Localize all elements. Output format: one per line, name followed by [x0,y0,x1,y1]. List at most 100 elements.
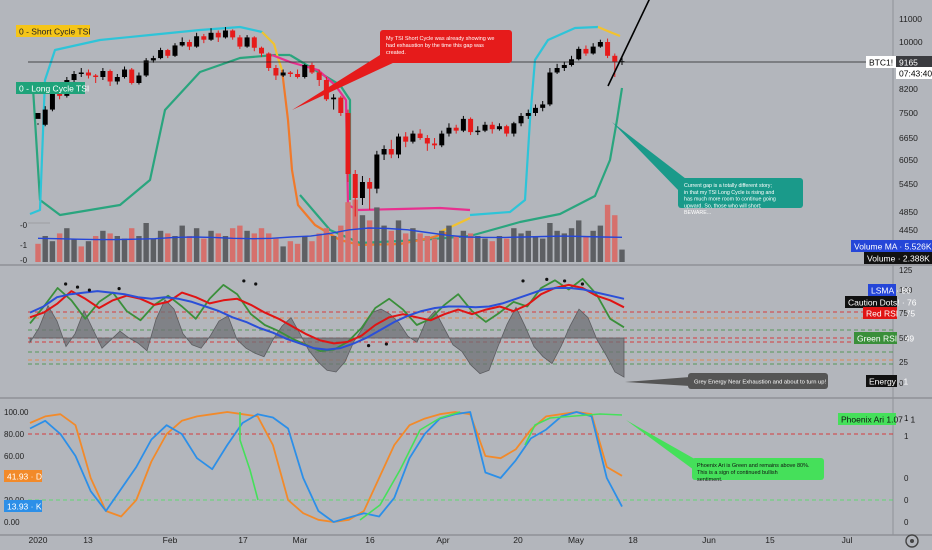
long-cycle-note: Current gap is a totally different story… [684,183,772,189]
volume-bar [193,228,200,262]
price-tick-label: 6050 [899,155,918,165]
volume-bar [330,236,337,262]
candle-body [85,72,91,76]
caution-dot [563,279,567,283]
volume-bar [597,225,604,262]
phoenix-axis-label: 0.00 [4,518,20,527]
energy-note-box [688,373,828,389]
energy-label: Energy · 1 [869,377,908,387]
caution-dot [384,342,388,346]
gear-icon [905,534,919,548]
btc-price-label: BTC1! · 9165 [869,58,920,68]
phoenix-d-label: 41.93 · D [7,472,42,482]
volume-bar [532,236,539,262]
volume-bar [316,233,322,262]
candle-body [331,97,337,100]
volume-bar [78,246,84,262]
short-cycle-tsi-yellow [261,31,284,71]
tsi-axis-label: 75 [899,309,908,318]
caution-dot [117,287,121,291]
volume-bar [352,199,358,262]
candle-body [439,133,445,146]
volume-bar [186,236,193,262]
candle-body [287,72,293,74]
volume-bar [554,230,560,262]
candle-body [532,107,538,113]
time-axis-label: 2020 [29,535,48,545]
candle-body [518,115,524,124]
candle-body [114,77,120,82]
candle-body [583,48,589,54]
volume-bar [229,228,236,262]
candle-body [460,118,466,131]
candle-body [417,133,423,138]
phoenix-blue-line [29,411,623,523]
price-tick-label: 8200 [899,84,918,94]
time-axis-label: 15 [765,535,775,545]
candle-body [57,92,63,96]
volume-bar [280,246,286,262]
candle-body [504,126,510,134]
candle-body [136,75,142,83]
short-cycle-tsi-line [469,25,599,217]
volume-bar [439,230,445,262]
volume-bar [157,230,164,262]
volume-bar [518,233,524,262]
lsma-line [29,287,625,351]
long-cycle-note-box [678,178,803,208]
short-cycle-note: created. [386,50,406,56]
volume-bar [359,215,366,262]
short-cycle-tsi-yellow [439,217,471,233]
annotation-arrow [292,55,395,110]
volume-ma-label-bg [851,240,932,252]
phoenix-green-line [359,411,461,521]
lsma-label: LSMA · 86 [871,286,911,296]
volume-bar [345,202,351,262]
candle-body [158,50,164,59]
candle-body [338,97,344,113]
time-axis-label: May [568,535,585,545]
candle-body [359,182,365,198]
candle-body [403,136,409,142]
energy-area [29,299,625,378]
candle-body [388,149,394,155]
phoenix-note: Phoenix Ari is Green and remains above 8… [697,463,810,469]
candle-body [165,50,171,56]
candle-body [540,104,546,108]
short-cycle-note: had exhaustion by the time this gap was [386,43,484,49]
candle-body [410,133,416,142]
volume-bar [309,241,315,262]
volume-bar [424,236,431,262]
volume-bar [302,236,308,262]
phoenix-right-axis-label: 1 [904,414,909,423]
volume-bar [150,238,157,262]
candle-body [367,182,373,189]
candle-body [590,46,596,54]
lsma-label-bg [868,284,896,296]
volume-bar [489,241,495,262]
candle-body [295,74,301,77]
candle-body [237,37,243,47]
volume-bar [287,241,294,262]
candle-body [186,42,192,47]
phoenix-right-axis-label: 0 [904,518,909,527]
candle-body [35,113,41,119]
candle-body [511,123,517,134]
long-cycle-tsi-line [31,53,290,217]
phoenix-note-box [692,458,824,480]
volume-bar [56,233,63,262]
volume-bar [395,220,402,262]
volume-bar [114,236,121,262]
btc-price-value: 9165 [899,58,918,68]
volume-bar [590,230,596,262]
short-cycle-tsi-orange [280,69,451,247]
volume-bar [172,236,178,262]
tsi-axis-label: 50 [899,334,908,343]
candle-body [475,130,481,133]
volume-bar [366,220,373,262]
candle-body [309,65,315,73]
candle-body [597,42,603,47]
phoenix-right-axis-label: 0 [904,496,909,505]
candle-body [496,126,502,130]
